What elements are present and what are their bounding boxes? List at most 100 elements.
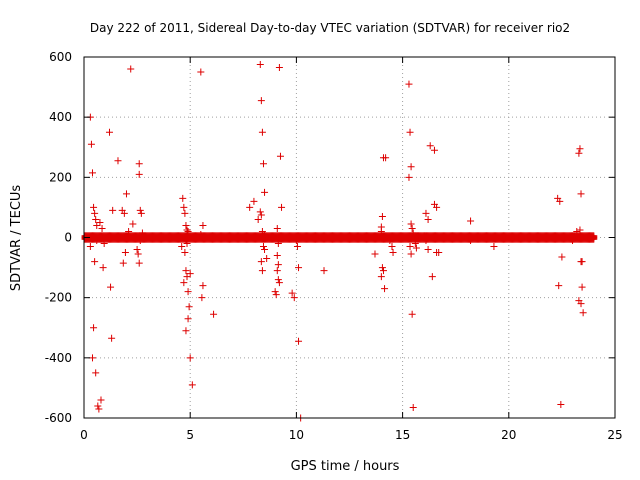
- data-point: [197, 68, 205, 76]
- data-point: [108, 334, 116, 342]
- data-point: [430, 146, 438, 154]
- data-point: [183, 226, 191, 234]
- data-point: [125, 227, 133, 235]
- data-point: [182, 237, 190, 245]
- data-point: [86, 243, 94, 251]
- data-point: [92, 369, 100, 377]
- x-axis-label: GPS time / hours: [291, 459, 400, 474]
- data-point: [569, 237, 577, 245]
- data-point: [405, 80, 413, 88]
- data-point: [381, 285, 389, 293]
- data-point: [490, 243, 498, 251]
- data-point: [258, 128, 266, 136]
- data-point: [389, 249, 397, 257]
- x-tick-label: 10: [289, 428, 304, 442]
- data-point: [178, 243, 186, 251]
- data-point: [109, 206, 117, 214]
- data-point: [256, 61, 264, 69]
- data-point: [121, 249, 129, 257]
- y-tick-label: -400: [45, 351, 72, 365]
- data-point: [87, 140, 95, 148]
- data-point: [422, 209, 430, 217]
- data-point: [408, 310, 416, 318]
- data-point: [407, 163, 415, 171]
- data-point: [100, 240, 108, 248]
- data-point: [577, 190, 585, 198]
- data-point: [182, 221, 190, 229]
- y-tick-label: -200: [45, 291, 72, 305]
- data-points: [81, 61, 598, 422]
- data-point: [138, 229, 146, 237]
- data-point: [261, 246, 269, 254]
- data-point: [94, 402, 102, 410]
- data-point: [263, 255, 271, 263]
- data-point: [406, 128, 414, 136]
- data-point: [558, 253, 566, 261]
- data-point: [274, 276, 282, 284]
- data-point: [90, 203, 98, 211]
- data-point: [577, 300, 585, 308]
- data-point: [409, 403, 417, 411]
- data-point: [120, 209, 128, 217]
- data-point: [378, 212, 386, 220]
- data-point: [96, 218, 104, 226]
- data-point: [578, 258, 586, 266]
- data-point: [257, 97, 265, 105]
- data-point: [275, 64, 283, 72]
- data-point: [467, 217, 475, 225]
- data-point: [97, 396, 105, 404]
- data-point: [576, 226, 584, 234]
- data-point: [107, 283, 115, 291]
- data-point: [88, 354, 96, 362]
- x-tick-label: 15: [395, 428, 410, 442]
- data-point: [371, 250, 379, 258]
- data-point: [181, 235, 189, 243]
- data-point: [259, 243, 267, 251]
- data-point: [127, 65, 135, 73]
- data-point: [181, 209, 189, 217]
- data-point: [135, 170, 143, 178]
- data-point: [420, 232, 428, 240]
- x-tick-label: 20: [501, 428, 516, 442]
- data-point: [409, 229, 417, 237]
- data-point: [91, 258, 99, 266]
- data-point: [256, 208, 264, 216]
- chart-title: Day 222 of 2011, Sidereal Day-to-day VTE…: [90, 21, 570, 35]
- data-point: [134, 250, 142, 258]
- data-point: [378, 264, 386, 272]
- data-point: [258, 267, 266, 275]
- data-point: [183, 240, 191, 248]
- data-point: [292, 237, 300, 245]
- data-point: [186, 354, 194, 362]
- data-point: [95, 405, 103, 413]
- data-point: [467, 237, 475, 245]
- data-point: [90, 324, 98, 332]
- data-point: [246, 203, 254, 211]
- data-point: [135, 259, 143, 267]
- data-point: [198, 294, 206, 302]
- data-point: [186, 270, 194, 278]
- data-point: [278, 203, 286, 211]
- data-point: [422, 237, 430, 245]
- data-point: [382, 154, 390, 162]
- data-point: [119, 259, 127, 267]
- y-tick-label: -600: [45, 411, 72, 425]
- data-point: [271, 288, 279, 296]
- data-point: [184, 227, 192, 235]
- data-point: [122, 190, 130, 198]
- data-point: [180, 203, 188, 211]
- data-point: [426, 142, 434, 150]
- data-point: [555, 282, 563, 290]
- data-point: [295, 337, 303, 345]
- data-point: [188, 381, 196, 389]
- data-point: [93, 221, 101, 229]
- data-point: [99, 264, 107, 272]
- data-point: [92, 215, 100, 223]
- data-point: [133, 246, 141, 254]
- data-point: [405, 173, 413, 181]
- y-tick-label: 600: [49, 50, 72, 64]
- data-point: [259, 235, 267, 243]
- data-point: [136, 237, 144, 245]
- data-point: [556, 197, 564, 205]
- data-point: [88, 169, 96, 177]
